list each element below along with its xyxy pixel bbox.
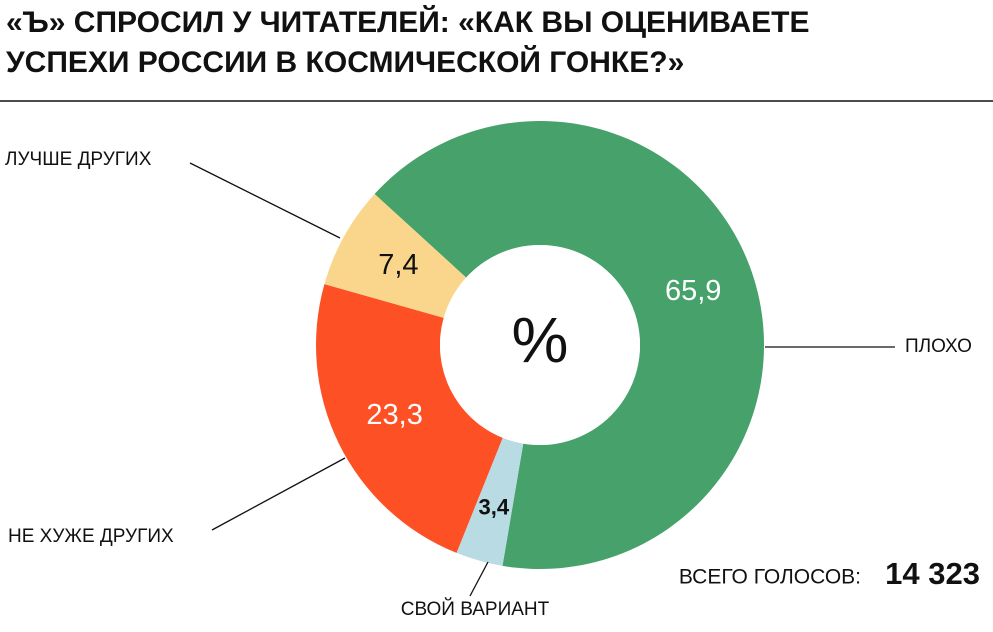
total-label: ВСЕГО ГОЛОСОВ: [679, 566, 861, 589]
value-label: 3,4 [479, 494, 510, 519]
slice [374, 121, 765, 569]
slice [456, 437, 524, 566]
value-label: 23,3 [366, 399, 422, 431]
slice [324, 193, 467, 318]
chart-title: «Ъ» СПРОСИЛ У ЧИТАТЕЛЕЙ: «КАК ВЫ ОЦЕНИВА… [6, 5, 809, 39]
category-label: СВОЙ ВАРИАНТ [401, 598, 550, 620]
donut-hole [440, 245, 640, 445]
slice [316, 284, 503, 553]
leader-line [211, 457, 346, 531]
leader-line [469, 561, 489, 597]
category-label: ЛУЧШЕ ДРУГИХ [5, 149, 152, 170]
category-label: НЕ ХУЖЕ ДРУГИХ [8, 526, 174, 547]
leader-line [189, 162, 341, 239]
value-label: 7,4 [378, 249, 418, 281]
category-label: ПЛОХО [905, 336, 972, 357]
center-label: % [512, 304, 569, 376]
chart-title: УСПЕХИ РОССИИ В КОСМИЧЕСКОЙ ГОНКЕ?» [6, 45, 684, 79]
value-label: 65,9 [665, 275, 721, 307]
total-value: 14 323 [885, 556, 980, 591]
